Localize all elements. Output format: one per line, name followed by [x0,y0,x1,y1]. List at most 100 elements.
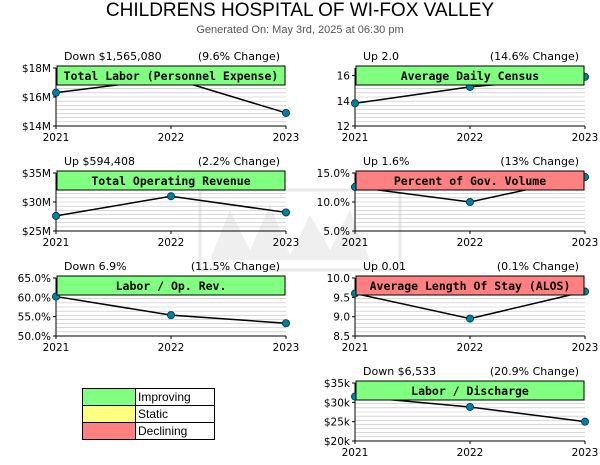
chart-7-x-tick-label: 2023 [572,447,599,459]
chart-5-x-tick-label: 2022 [158,342,185,354]
chart-4-title: Percent of Gov. Volume [394,174,546,188]
chart-5-title: Labor / Op. Rev. [116,279,227,293]
chart-7-data-point [465,402,474,411]
chart-3-data-point [166,192,175,201]
chart-4-y-tick-label: 15.0% [317,168,350,180]
chart-2-change-amount: Up 2.0 [363,50,399,63]
legend-swatch-declining [82,422,136,440]
legend-row-static: Static [82,405,215,423]
legend-label-declining: Declining [135,422,215,440]
legend-row-improving: Improving [82,388,215,406]
chart-1-x-tick-label: 2022 [158,132,185,144]
chart-2-x-tick-label: 2021 [342,132,369,144]
page-title: CHILDRENS HOSPITAL OF WI-FOX VALLEY [105,0,495,21]
chart-5-data-point [166,311,175,320]
chart-5-y-tick-label: 55.0% [18,312,51,324]
chart-6-x-tick-label: 2021 [342,342,369,354]
chart-2-y-tick-label: 16 [337,71,351,83]
legend: Improving Static Declining [82,388,215,440]
chart-5-y-tick-label: 50.0% [18,331,51,343]
chart-7-x-tick-label: 2021 [342,447,369,459]
chart-1-title-box [56,65,286,86]
chart-3-title: Total Operating Revenue [91,174,250,188]
chart-1-title: Total Labor (Personnel Expense) [64,69,279,83]
chart-7-change-amount: Down $6,533 [363,365,436,378]
chart-4-change-percent: (13% Change) [500,155,579,168]
chart-6-series-line [354,290,586,320]
chart-2-data-point [350,99,359,108]
legend-swatch-static [82,405,136,423]
chart-2-y-tick-label: 12 [337,121,350,133]
chart-7-y-tick-label: $35k [324,378,351,390]
chart-4-x-tick-label: 2023 [572,237,599,249]
page-subtitle: Generated On: May 3rd, 2025 at 06:30 pm [196,24,404,36]
chart-4-x-tick-label: 2021 [342,237,369,249]
chart-3-change-amount: Up $594,408 [64,155,135,168]
chart-3-data-point [52,211,61,220]
chart-6-x-tick-label: 2022 [457,342,484,354]
chart-4-data-point [465,197,474,206]
chart-2-y-tick-label: 14 [337,96,351,108]
chart-7-change-percent: (20.9% Change) [490,365,579,378]
chart-3-y-tick-label: $25M [22,226,51,238]
legend-swatch-improving [82,388,136,406]
chart-6-y-tick-label: 10.0 [327,273,350,285]
chart-7-y-tick-label: $20k [324,436,351,448]
chart-3-change-percent: (2.2% Change) [198,155,280,168]
chart-6-change-amount: Up 0.01 [363,260,406,273]
chart-4-y-tick-label: 10.0% [317,197,350,209]
chart-6-x-tick-label: 2023 [572,342,599,354]
chart-1-y-tick-label: $18M [22,63,51,75]
chart-6-data-point [465,314,474,323]
chart-7-y-tick-label: $30k [324,397,351,409]
chart-3-title-box [56,170,286,191]
watermark-logo-icon [198,188,402,272]
chart-7-data-point [581,417,590,426]
chart-2-title: Average Daily Census [401,69,539,83]
chart-5-x-tick-label: 2023 [273,342,300,354]
legend-label-improving: Improving [135,388,215,406]
chart-3-x-tick-label: 2021 [43,237,70,249]
chart-1-change-percent: (9.6% Change) [198,50,280,63]
legend-label-static: Static [135,405,215,423]
chart-5-change-amount: Down 6.9% [64,260,127,273]
chart-5-data-point [281,319,290,328]
chart-1-y-tick-label: $16M [22,92,51,104]
chart-5-y-tick-label: 65.0% [18,273,51,285]
chart-3-x-tick-label: 2022 [158,237,185,249]
chart-6-y-tick-label: 9.5 [333,292,350,304]
chart-6-title-box [355,275,585,296]
chart-2-x-tick-label: 2022 [457,132,484,144]
chart-6-change-percent: (0.1% Change) [497,260,579,273]
chart-5-change-percent: (11.5% Change) [191,260,280,273]
chart-4-y-tick-label: 5.0% [323,226,350,238]
chart-5-x-tick-label: 2021 [43,342,70,354]
chart-6-y-tick-label: 8.5 [333,331,350,343]
chart-7-y-tick-label: $25k [324,417,351,429]
chart-3-y-tick-label: $30M [22,197,51,209]
chart-1-change-amount: Down $1,565,080 [64,50,162,63]
chart-1-y-tick-label: $14M [22,121,51,133]
chart-3-data-point [281,208,290,217]
chart-1-data-point [281,108,290,117]
chart-7-x-tick-label: 2022 [457,447,484,459]
chart-4-title-box [355,170,585,191]
chart-6-y-tick-label: 9.0 [333,312,350,324]
chart-6-title: Average Length Of Stay (ALOS) [370,279,571,293]
chart-3-x-tick-label: 2023 [273,237,300,249]
chart-1-x-tick-label: 2023 [273,132,300,144]
chart-1-data-point [52,88,61,97]
chart-5-title-box [56,275,286,296]
chart-4-change-amount: Up 1.6% [363,155,409,168]
chart-2-change-percent: (14.6% Change) [490,50,579,63]
chart-3-y-tick-label: $35M [22,168,51,180]
chart-2-x-tick-label: 2023 [572,132,599,144]
chart-7-title: Labor / Discharge [411,384,529,398]
chart-4-x-tick-label: 2022 [457,237,484,249]
legend-row-declining: Declining [82,422,215,440]
chart-1-x-tick-label: 2021 [43,132,70,144]
chart-5-y-tick-label: 60.0% [18,292,51,304]
chart-7-title-box [355,380,585,401]
chart-2-title-box [355,65,585,86]
